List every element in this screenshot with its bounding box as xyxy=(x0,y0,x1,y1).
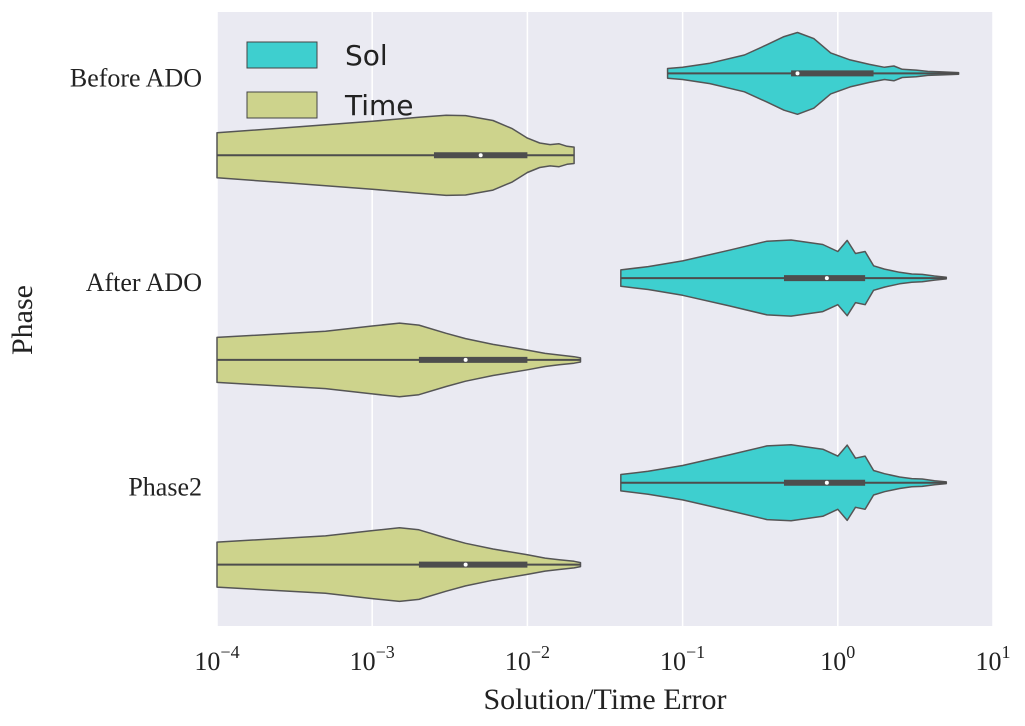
x-tick-label: 100 xyxy=(820,642,855,676)
x-tick-label: 10−3 xyxy=(350,642,395,676)
y-tick-label: Phase2 xyxy=(128,473,202,502)
violin-median xyxy=(463,357,468,362)
violin-median xyxy=(795,71,800,76)
violin-median xyxy=(478,153,483,158)
violin-median xyxy=(824,276,829,281)
grid-lines xyxy=(216,12,994,626)
violin-median xyxy=(463,562,468,567)
violin-time-before-ado xyxy=(216,114,575,197)
violin-sol-after-ado xyxy=(620,239,948,317)
x-tick-label: 10−4 xyxy=(194,642,239,676)
violin-sol-phase2 xyxy=(620,443,948,522)
violin-sol-before-ado xyxy=(666,31,960,116)
violin-time-phase2 xyxy=(216,527,582,603)
plot-background xyxy=(217,12,993,626)
x-axis-label: Solution/Time Error xyxy=(483,683,726,716)
y-axis-label: Phase xyxy=(6,285,39,355)
violin-time-after-ado xyxy=(216,322,582,398)
legend-swatch-sol xyxy=(246,41,318,69)
legend-label-time: Time xyxy=(344,89,414,122)
x-tick-label: 101 xyxy=(976,642,1011,676)
violins xyxy=(216,31,960,603)
x-tick-label: 10−1 xyxy=(660,642,705,676)
legend: Sol Time xyxy=(246,39,414,122)
y-tick-label: After ADO xyxy=(86,268,202,297)
y-tick-labels: Before ADO After ADO Phase2 xyxy=(70,63,202,501)
violin-median xyxy=(824,480,829,485)
y-tick-label: Before ADO xyxy=(70,63,202,92)
legend-label-sol: Sol xyxy=(345,39,388,72)
x-tick-label: 10−2 xyxy=(505,642,550,676)
x-tick-labels: 10−4 10−3 10−2 10−1 100 101 xyxy=(194,642,1010,676)
legend-swatch-time xyxy=(246,91,318,119)
